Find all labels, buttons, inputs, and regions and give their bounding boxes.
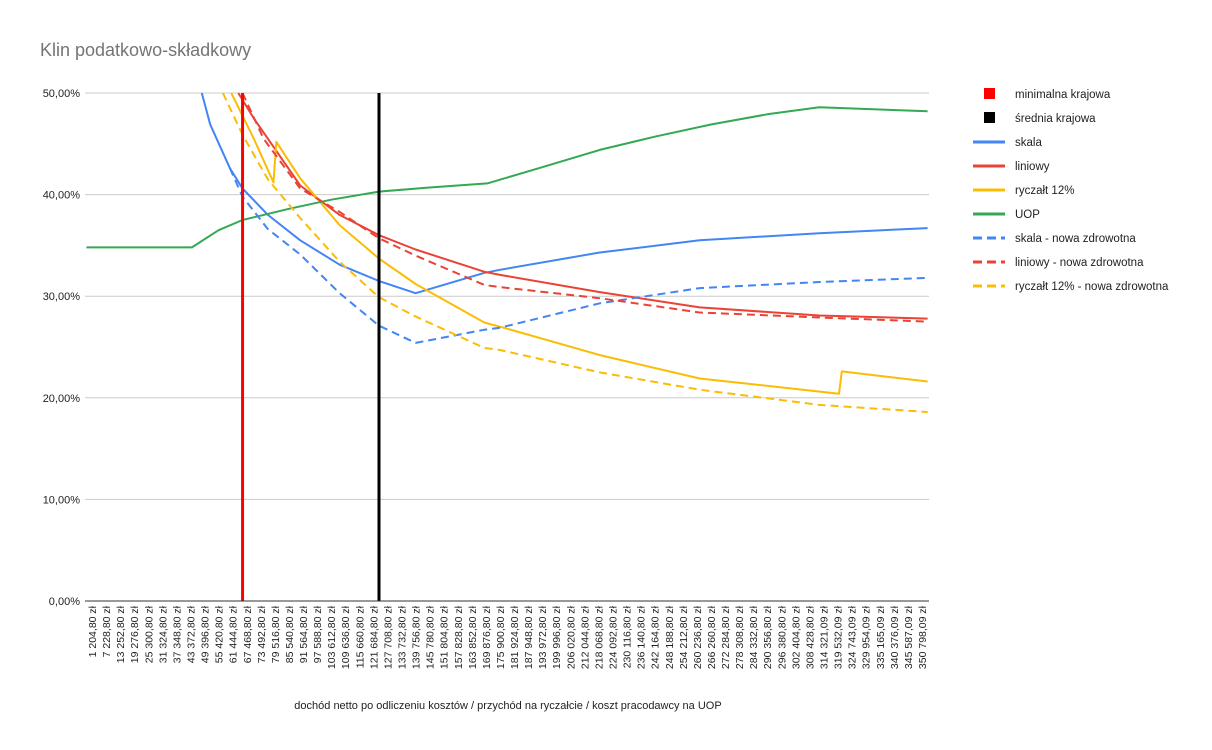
x-tick-label: 230 116,80 zł xyxy=(622,605,634,668)
chart-title: Klin podatkowo-składkowy xyxy=(40,40,251,60)
y-tick-label: 30,00% xyxy=(43,291,81,303)
x-tick-label: 115 660,80 zł xyxy=(354,605,366,668)
x-tick-label: 31 324,80 zł xyxy=(157,605,169,663)
x-tick-label: 340 376,09 zł xyxy=(889,605,901,669)
x-tick-label: 43 372,80 zł xyxy=(186,605,198,663)
x-tick-label: 212 044,80 zł xyxy=(579,605,591,669)
x-tick-label: 242 164,80 zł xyxy=(650,605,662,669)
x-tick-label: 254 212,80 zł xyxy=(678,605,690,669)
series-line-uop xyxy=(86,106,928,249)
x-tick-label: 350 798,09 zł xyxy=(917,605,929,669)
x-tick-label: 193 972,80 zł xyxy=(537,605,549,669)
x-tick-label: 133 732,80 zł xyxy=(397,605,409,669)
x-tick-label: 284 332,80 zł xyxy=(748,605,760,669)
x-tick-label: 272 284,80 zł xyxy=(720,605,732,669)
x-tick-label: 163 852,80 zł xyxy=(467,605,479,669)
x-tick-label: 206 020,80 zł xyxy=(565,605,577,669)
x-tick-label: 121 684,80 zł xyxy=(368,605,380,669)
x-tick-label: 345 587,09 zł xyxy=(903,605,915,669)
legend-label: ryczałt 12% - nowa zdrowotna xyxy=(1015,281,1169,293)
x-tick-label: 49 396,80 zł xyxy=(200,605,212,663)
x-tick-label: 67 468,80 zł xyxy=(242,605,254,663)
y-tick-label: 10,00% xyxy=(43,494,81,506)
legend-label: liniowy xyxy=(1015,161,1050,173)
x-tick-label: 175 900,80 zł xyxy=(495,605,507,669)
x-tick-label: 248 188,80 zł xyxy=(664,605,676,669)
legend-label: skala - nowa zdrowotna xyxy=(1015,233,1136,245)
x-tick-label: 109 636,80 zł xyxy=(340,605,352,669)
y-tick-label: 40,00% xyxy=(43,190,81,202)
y-tick-label: 50,00% xyxy=(43,88,81,100)
x-tick-label: 302 404,80 zł xyxy=(790,605,802,669)
series-line-rycza-t-12-nowa-zdrowotna xyxy=(221,92,928,413)
x-tick-label: 236 140,80 zł xyxy=(636,605,648,669)
x-tick-label: 151 804,80 zł xyxy=(439,605,451,669)
legend: minimalna krajowa średnia krajowa skala lin… xyxy=(973,88,1169,293)
x-tick-label: 329 954,09 zł xyxy=(861,605,873,669)
x-tick-label: 308 428,80 zł xyxy=(804,605,816,669)
x-tick-label: 314 321,09 zł xyxy=(819,605,831,669)
x-tick-label: 103 612,80 zł xyxy=(326,605,338,669)
x-tick-label: 319 532,09 zł xyxy=(833,605,845,669)
legend-label: skala xyxy=(1015,137,1042,149)
x-tick-label: 260 236,80 zł xyxy=(692,605,704,669)
x-tick-label: 157 828,80 zł xyxy=(453,605,465,669)
x-tick-label: 91 564,80 zł xyxy=(298,605,310,663)
x-tick-label: 61 444,80 zł xyxy=(228,605,240,663)
x-tick-label: 324 743,09 zł xyxy=(847,605,859,669)
x-tick-label: 187 948,80 zł xyxy=(523,605,535,669)
x-tick-label: 55 420,80 zł xyxy=(214,605,226,663)
series-line-rycza-t-12- xyxy=(230,92,928,395)
x-tick-label: 13 252,80 zł xyxy=(115,605,127,663)
legend-label: średnia krajowa xyxy=(1015,113,1096,125)
x-tick-label: 37 348,80 zł xyxy=(171,605,183,663)
y-axis-ticks: 0,00% 10,00% 20,00% 30,00% 40,00% 50,00% xyxy=(43,88,81,608)
legend-label: minimalna krajowa xyxy=(1015,89,1111,101)
x-tick-label: 19 276,80 zł xyxy=(129,605,141,663)
x-tick-label: 199 996,80 zł xyxy=(551,605,563,669)
x-tick-label: 1 204,80 zł xyxy=(87,605,99,657)
legend-swatch xyxy=(984,88,995,99)
legend-label: UOP xyxy=(1015,209,1040,221)
x-tick-label: 335 165,09 zł xyxy=(875,605,887,669)
x-tick-label: 290 356,80 zł xyxy=(762,605,774,669)
x-tick-label: 97 588,80 zł xyxy=(312,605,324,663)
x-tick-label: 85 540,80 zł xyxy=(284,605,296,663)
x-tick-label: 25 300,80 zł xyxy=(143,605,155,663)
x-tick-label: 169 876,80 zł xyxy=(481,605,493,669)
x-tick-label: 127 708,80 zł xyxy=(382,605,394,669)
gridlines xyxy=(85,92,929,500)
x-tick-label: 278 308,80 zł xyxy=(734,605,746,669)
legend-label: ryczałt 12% xyxy=(1015,185,1074,197)
series-line-liniowy-nowa-zdrowotna xyxy=(241,92,928,323)
x-tick-label: 145 780,80 zł xyxy=(425,605,437,669)
x-tick-label: 7 228,80 zł xyxy=(101,605,113,657)
y-tick-label: 0,00% xyxy=(49,596,80,608)
x-axis-title: dochód netto po odliczeniu kosztów / prz… xyxy=(294,700,721,712)
series-lines xyxy=(86,92,928,413)
x-axis-ticks: 1 204,80 zł 7 228,80 zł 13 252,80 zł 19 276… xyxy=(87,605,929,669)
x-tick-label: 296 380,80 zł xyxy=(776,605,788,669)
legend-swatch xyxy=(984,112,995,123)
x-tick-label: 266 260,80 zł xyxy=(706,605,718,669)
x-tick-label: 79 516,80 zł xyxy=(270,605,282,663)
x-tick-label: 224 092,80 zł xyxy=(608,605,620,669)
series-line-liniowy xyxy=(237,92,928,320)
x-tick-label: 181 924,80 zł xyxy=(509,605,521,669)
x-tick-label: 139 756,80 zł xyxy=(411,605,423,669)
marker-lines xyxy=(241,93,381,601)
legend-label: liniowy - nowa zdrowotna xyxy=(1015,257,1144,269)
y-tick-label: 20,00% xyxy=(43,393,81,405)
series-line-skala-nowa-zdrowotna xyxy=(228,167,928,344)
x-tick-label: 218 068,80 zł xyxy=(593,605,605,669)
x-tick-label: 73 492,80 zł xyxy=(256,605,268,663)
